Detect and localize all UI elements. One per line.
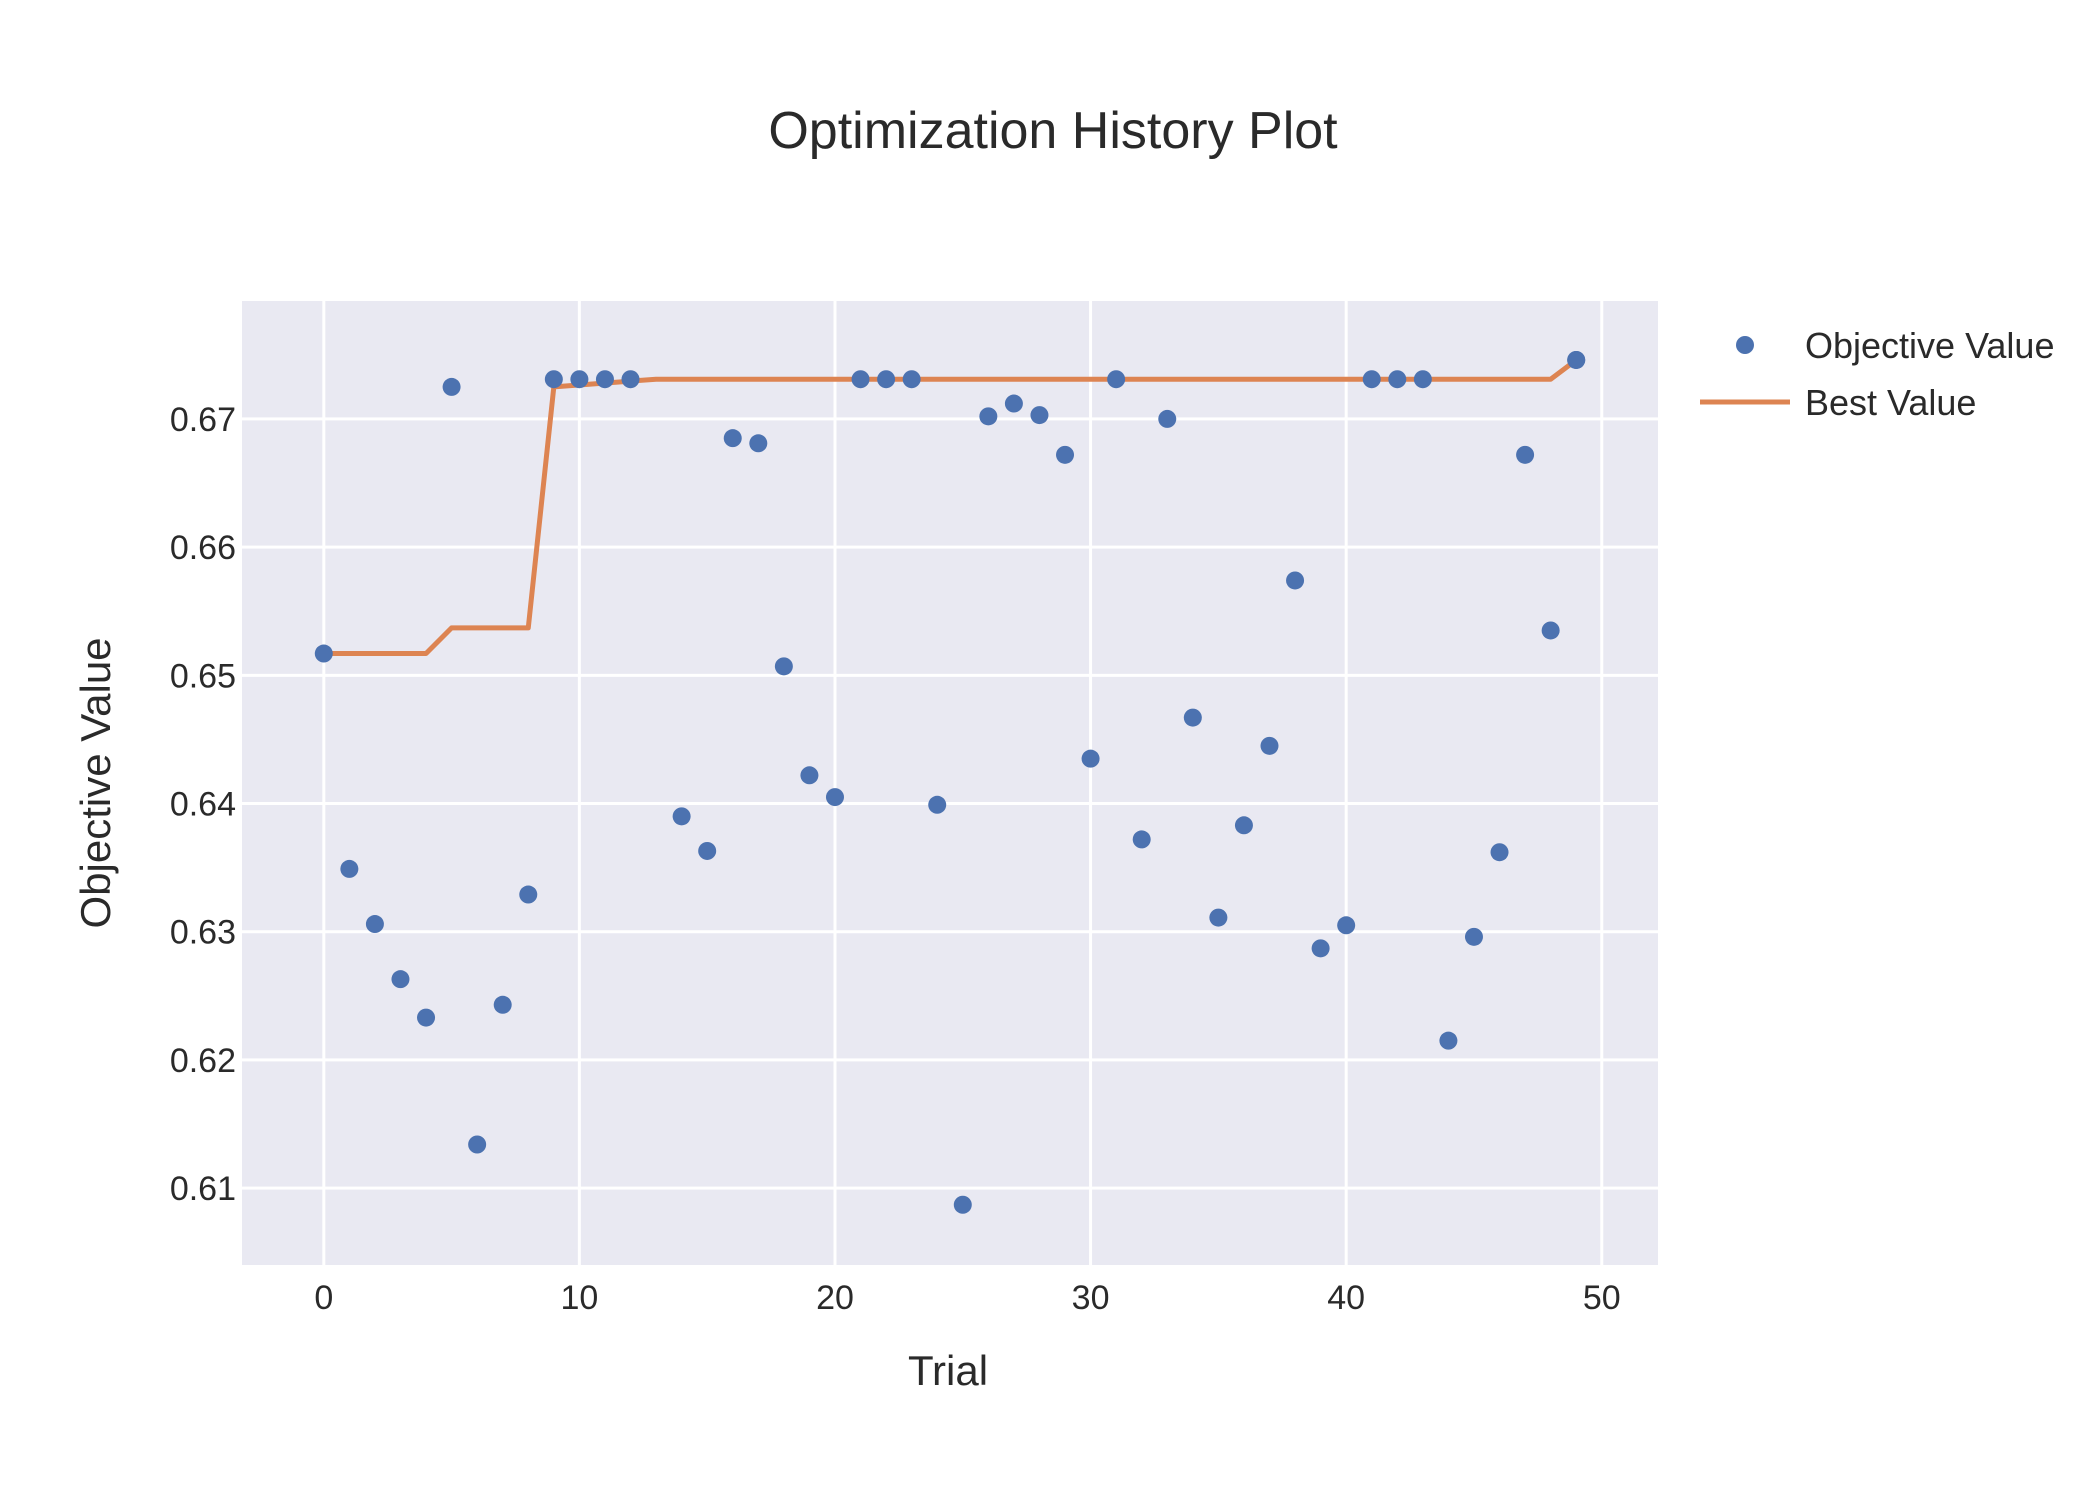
- x-gridlines: [322, 301, 1604, 1265]
- objective-point[interactable]: [698, 841, 717, 860]
- objective-point[interactable]: [877, 370, 896, 389]
- x-tick-labels: 0 10 20 30 40 50: [314, 1279, 1620, 1317]
- objective-point[interactable]: [570, 370, 589, 389]
- objective-point[interactable]: [1132, 830, 1151, 849]
- objective-point[interactable]: [1260, 736, 1279, 755]
- y-tick-labels: 0.61 0.62 0.63 0.64 0.65 0.66 0.67: [170, 401, 236, 1208]
- objective-point[interactable]: [391, 970, 410, 989]
- objective-point[interactable]: [1567, 350, 1586, 369]
- objective-point[interactable]: [340, 859, 359, 878]
- objective-point[interactable]: [417, 1008, 436, 1027]
- objective-point[interactable]: [468, 1135, 487, 1154]
- objective-point[interactable]: [1158, 409, 1177, 428]
- objective-point[interactable]: [1388, 370, 1407, 389]
- objective-point[interactable]: [749, 434, 768, 453]
- x-tick-label: 20: [816, 1279, 854, 1317]
- objective-value-points: [314, 350, 1586, 1214]
- objective-point[interactable]: [493, 995, 512, 1014]
- objective-point[interactable]: [365, 915, 384, 934]
- objective-point[interactable]: [1541, 621, 1560, 640]
- y-tick-label: 0.62: [170, 1042, 236, 1080]
- x-tick-label: 10: [560, 1279, 598, 1317]
- objective-point[interactable]: [1337, 916, 1356, 935]
- objective-point[interactable]: [825, 788, 844, 807]
- y-gridlines: [242, 417, 1658, 1190]
- legend-marker-objective: [1736, 336, 1754, 354]
- objective-point[interactable]: [1234, 816, 1253, 835]
- x-tick-label: 30: [1072, 1279, 1110, 1317]
- objective-point[interactable]: [1362, 370, 1381, 389]
- objective-point[interactable]: [774, 657, 793, 676]
- objective-point[interactable]: [851, 370, 870, 389]
- objective-point[interactable]: [1183, 708, 1202, 727]
- objective-point[interactable]: [672, 807, 691, 826]
- objective-point[interactable]: [1081, 749, 1100, 768]
- legend-label-best: Best Value: [1805, 382, 1976, 423]
- y-tick-label: 0.65: [170, 657, 236, 695]
- objective-point[interactable]: [595, 370, 614, 389]
- objective-point[interactable]: [442, 377, 461, 396]
- y-tick-label: 0.61: [170, 1170, 236, 1208]
- legend[interactable]: Objective Value Best Value: [1700, 325, 2054, 423]
- objective-point[interactable]: [723, 429, 742, 448]
- objective-point[interactable]: [1107, 370, 1126, 389]
- objective-point[interactable]: [1439, 1031, 1458, 1050]
- objective-point[interactable]: [800, 766, 819, 785]
- objective-point[interactable]: [544, 370, 563, 389]
- objective-point[interactable]: [1490, 843, 1509, 862]
- objective-point[interactable]: [928, 795, 947, 814]
- objective-point[interactable]: [1413, 370, 1432, 389]
- chart-title: Optimization History Plot: [768, 102, 1338, 160]
- objective-point[interactable]: [519, 885, 538, 904]
- objective-point[interactable]: [1516, 445, 1535, 464]
- y-tick-label: 0.63: [170, 914, 236, 952]
- objective-point[interactable]: [314, 644, 333, 663]
- legend-label-objective: Objective Value: [1805, 325, 2054, 366]
- y-axis-title: Objective Value: [72, 637, 119, 928]
- x-axis-title: Trial: [908, 1347, 988, 1394]
- y-tick-label: 0.67: [170, 401, 236, 439]
- objective-point[interactable]: [621, 370, 640, 389]
- x-tick-label: 0: [314, 1279, 333, 1317]
- objective-point[interactable]: [1056, 445, 1075, 464]
- objective-point[interactable]: [1004, 394, 1023, 413]
- objective-point[interactable]: [1286, 571, 1305, 590]
- objective-point[interactable]: [953, 1195, 972, 1214]
- objective-point[interactable]: [1030, 406, 1049, 425]
- y-tick-label: 0.66: [170, 529, 236, 567]
- plot-area: [242, 301, 1658, 1265]
- x-tick-label: 50: [1583, 1279, 1621, 1317]
- objective-point[interactable]: [979, 407, 998, 426]
- x-tick-label: 40: [1327, 1279, 1365, 1317]
- objective-point[interactable]: [1464, 927, 1483, 946]
- y-tick-label: 0.64: [170, 786, 236, 824]
- objective-point[interactable]: [1311, 939, 1330, 958]
- objective-point[interactable]: [902, 370, 921, 389]
- objective-point[interactable]: [1209, 908, 1228, 927]
